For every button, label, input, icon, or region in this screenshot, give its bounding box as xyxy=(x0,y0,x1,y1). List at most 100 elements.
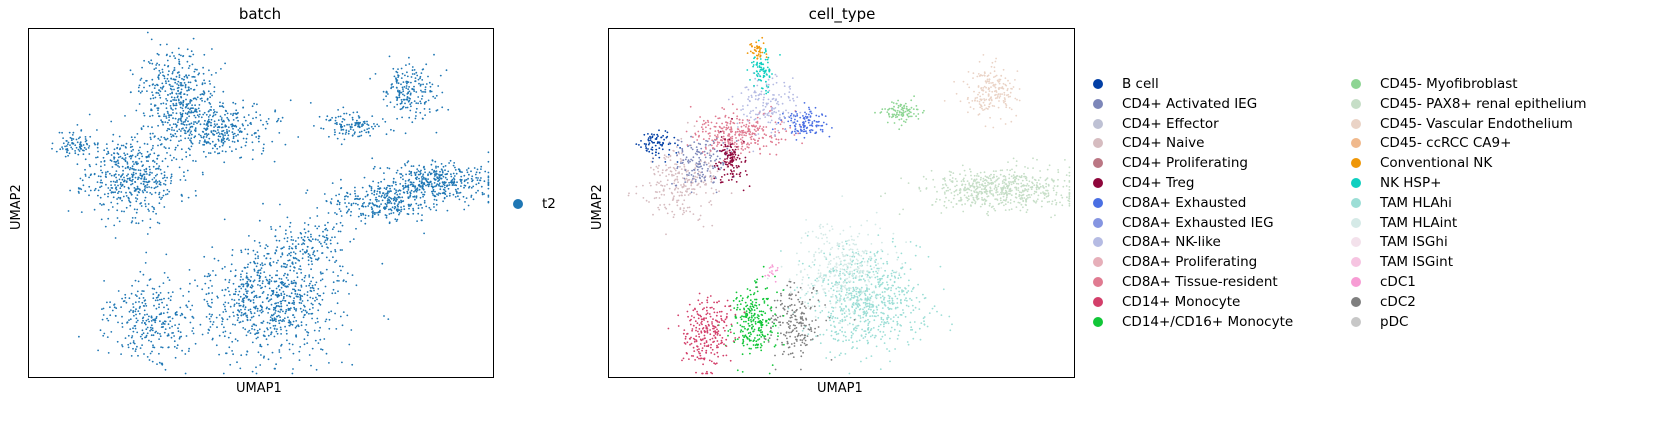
data-point xyxy=(771,107,774,109)
data-point xyxy=(161,82,164,85)
data-point xyxy=(428,171,431,174)
data-point xyxy=(221,133,224,136)
data-point xyxy=(376,190,379,193)
data-point xyxy=(694,171,697,174)
data-point xyxy=(189,55,192,58)
data-point xyxy=(123,152,126,155)
data-point xyxy=(721,181,724,184)
data-point xyxy=(662,142,665,145)
data-point xyxy=(390,83,393,86)
data-point xyxy=(793,124,796,127)
data-point xyxy=(212,321,215,323)
data-point xyxy=(189,308,192,311)
data-point xyxy=(765,83,768,86)
data-point xyxy=(411,66,414,68)
data-point xyxy=(410,189,413,192)
data-point xyxy=(708,137,711,140)
data-point xyxy=(150,320,153,322)
data-point xyxy=(165,193,167,196)
data-point xyxy=(158,222,161,225)
data-point xyxy=(773,107,775,110)
data-point xyxy=(243,297,246,299)
data-point xyxy=(765,126,768,128)
data-point xyxy=(146,326,149,329)
data-point xyxy=(59,148,62,151)
data-point xyxy=(393,106,396,108)
data-point xyxy=(274,110,276,113)
data-point xyxy=(233,315,235,317)
data-point xyxy=(229,363,232,366)
data-point xyxy=(339,230,342,233)
data-point xyxy=(420,72,423,74)
data-point xyxy=(687,174,690,177)
data-point xyxy=(169,320,172,322)
data-point xyxy=(780,96,783,98)
data-point xyxy=(154,135,156,138)
data-point xyxy=(234,288,237,291)
data-point xyxy=(408,86,410,88)
data-point xyxy=(268,322,271,325)
data-point xyxy=(259,114,262,116)
data-point xyxy=(199,98,202,100)
data-point xyxy=(84,168,86,171)
data-point xyxy=(275,249,277,252)
data-point xyxy=(192,123,195,125)
data-point xyxy=(729,153,732,155)
data-point xyxy=(775,143,777,146)
data-point xyxy=(690,174,693,176)
data-point xyxy=(361,125,363,128)
data-point xyxy=(414,187,416,189)
data-point xyxy=(235,113,238,116)
data-point xyxy=(769,135,771,138)
data-point xyxy=(744,170,747,172)
data-point xyxy=(702,128,704,131)
data-point xyxy=(316,227,319,230)
data-point xyxy=(299,265,302,268)
data-point xyxy=(145,328,148,331)
data-point xyxy=(687,162,690,164)
data-point xyxy=(647,137,650,139)
data-point xyxy=(704,154,706,156)
data-point xyxy=(373,213,376,216)
data-point xyxy=(821,130,824,133)
data-point xyxy=(290,280,293,283)
data-point xyxy=(154,321,157,324)
data-point xyxy=(194,135,197,138)
data-point xyxy=(318,225,320,228)
data-point xyxy=(409,192,412,195)
data-point xyxy=(384,120,387,123)
data-point xyxy=(682,154,685,156)
data-point xyxy=(142,290,145,292)
data-point xyxy=(707,124,710,126)
legend-label: t2 xyxy=(542,196,556,212)
data-point xyxy=(237,119,240,122)
data-point xyxy=(292,282,294,285)
data-point xyxy=(257,351,260,354)
data-point xyxy=(795,104,797,107)
data-point xyxy=(241,298,244,301)
data-point xyxy=(714,134,716,137)
data-point xyxy=(315,368,318,371)
data-point xyxy=(87,147,90,149)
data-point xyxy=(635,192,638,195)
data-point xyxy=(106,147,108,150)
data-point xyxy=(109,306,111,309)
data-point xyxy=(675,184,678,187)
data-point xyxy=(164,328,167,330)
data-point xyxy=(237,309,240,312)
data-point xyxy=(160,198,162,201)
data-point xyxy=(404,132,407,135)
data-point xyxy=(423,165,425,168)
data-point xyxy=(898,128,901,131)
data-point xyxy=(705,126,707,129)
data-point xyxy=(149,153,152,156)
data-point xyxy=(107,150,109,153)
data-point xyxy=(263,143,265,146)
data-point xyxy=(424,171,426,174)
data-point xyxy=(310,302,313,305)
data-point xyxy=(323,193,326,195)
data-point xyxy=(755,50,757,53)
data-point xyxy=(237,317,240,319)
data-point xyxy=(193,110,196,113)
data-point xyxy=(800,129,802,131)
